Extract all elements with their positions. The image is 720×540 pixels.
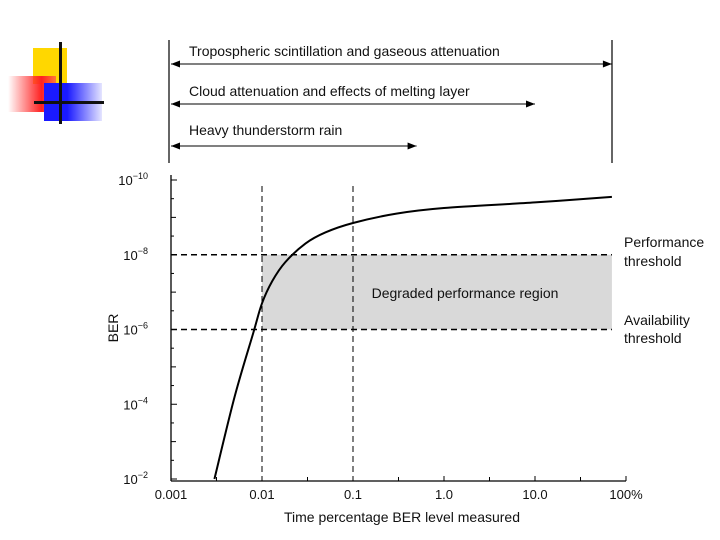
y-tick-label-2: 10−6 — [123, 321, 148, 338]
annotation-arrow-right-head-1 — [526, 100, 535, 108]
x-tick-label-5: 100% — [609, 487, 643, 502]
annotation-arrow-right-head-2 — [407, 142, 417, 150]
region-label: Degraded performance region — [372, 285, 559, 301]
x-tick-label-1: 0.01 — [249, 487, 274, 502]
threshold-label-availability-line1: Availability — [624, 312, 690, 328]
y-tick-label-1: 10−8 — [123, 246, 148, 263]
degraded-region — [262, 254, 612, 330]
threshold-label-performance-line1: Performance — [624, 234, 704, 250]
annotation-arrow-left-head-0 — [171, 60, 180, 68]
annotation-arrow-left-head-2 — [171, 142, 180, 150]
annotation-arrow-left-head-1 — [171, 100, 180, 108]
ber-curve — [213, 195, 612, 480]
threshold-label-availability-line2: threshold — [624, 330, 682, 346]
logo-vertical-line — [59, 42, 62, 124]
guides-layer — [171, 186, 612, 481]
annotation-layer — [171, 60, 612, 150]
ticks-layer: 0.001 0.01 0.1 1.0 10.0 100% 10−10 10−8 10−6 10−4… — [118, 171, 643, 502]
x-tick-label-3: 1.0 — [435, 487, 453, 502]
y-tick-label-0: 10−10 — [118, 171, 148, 188]
y-tick-label-4: 10−2 — [123, 470, 148, 487]
threshold-label-performance-line2: threshold — [624, 253, 682, 269]
x-tick-label-2: 0.1 — [344, 487, 362, 502]
logo-horizontal-line — [34, 101, 104, 104]
x-tick-label-4: 10.0 — [522, 487, 547, 502]
annotation-label-thunderstorm: Heavy thunderstorm rain — [189, 122, 342, 138]
annotation-arrow-right-head-0 — [602, 60, 612, 68]
y-tick-label-3: 10−4 — [123, 395, 148, 412]
region-layer — [262, 254, 612, 330]
y-axis-title: BER — [105, 314, 121, 343]
annotation-label-tropospheric: Tropospheric scintillation and gaseous a… — [189, 43, 500, 59]
series-layer — [213, 195, 612, 480]
annotation-label-cloud: Cloud attenuation and effects of melting… — [189, 83, 470, 99]
x-tick-label-0: 0.001 — [155, 487, 188, 502]
x-axis-title: Time percentage BER level measured — [284, 509, 520, 525]
